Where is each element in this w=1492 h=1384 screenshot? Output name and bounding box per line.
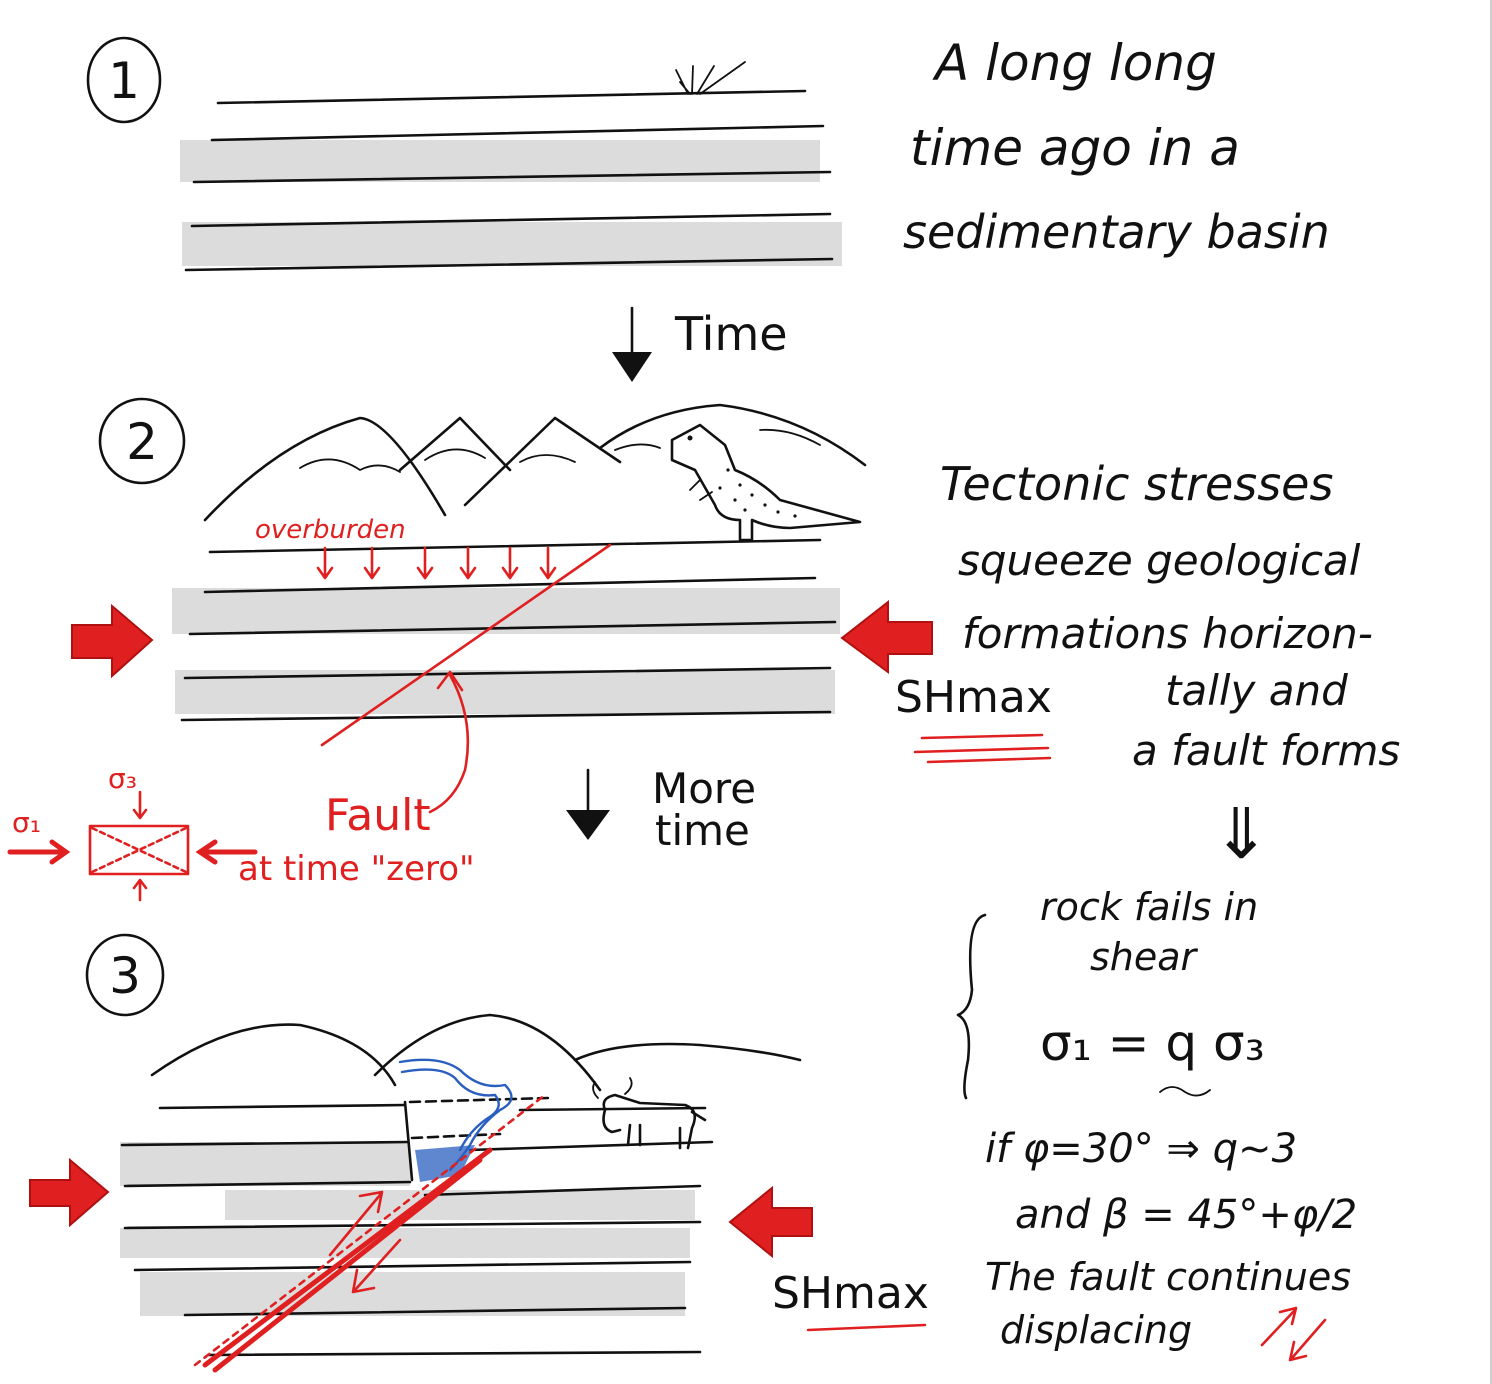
red-compression-arrow-icon [840, 599, 933, 674]
layer-boundary [158, 1103, 407, 1110]
more-time-arrow: More time [566, 764, 756, 855]
layer-boundary [423, 1184, 702, 1197]
time-label: Time [674, 307, 788, 361]
fault-label: Fault [325, 790, 431, 841]
t-rex-icon [670, 423, 862, 542]
rock-band [172, 588, 840, 634]
stress-element-box [88, 824, 190, 876]
continues-line-1: The fault continues [985, 1255, 1351, 1299]
svg-text:SHmax: SHmax [772, 1268, 929, 1319]
panel-1-number-circle: 1 [86, 36, 162, 124]
layer-boundary [123, 1180, 412, 1188]
layer-boundary [206, 1350, 702, 1357]
layer-boundary [190, 212, 832, 228]
overburden-label: overburden [255, 515, 406, 545]
rock-band [120, 1228, 690, 1258]
layer-boundary [133, 1260, 692, 1272]
time-arrow: Time [612, 306, 788, 382]
surface-line [216, 89, 807, 105]
shear-note: rock fails in shear σ₁ = q σ₃ if φ=30° ⇒… [956, 885, 1357, 1362]
layer-boundary [180, 710, 832, 722]
shear-line-1: rock fails in [1040, 885, 1258, 929]
sediment-layers-1 [180, 89, 842, 272]
tectonic-line-4: tally and [1165, 666, 1348, 715]
implies-arrow-icon: ⇓ [1212, 793, 1271, 875]
bull-icon [592, 1077, 707, 1150]
tectonic-line-1: Tectonic stresses [940, 457, 1333, 511]
tectonic-note: Tectonic stresses squeeze geological for… [940, 457, 1400, 875]
panel-1: 1 [86, 36, 842, 272]
surface-line [518, 1106, 707, 1112]
shear-line-2: shear [1090, 935, 1199, 979]
layer-boundary [203, 576, 817, 594]
panel-2-number-circle: 2 [98, 397, 186, 485]
stress-element-diagram: σ₃ σ₁ [7, 762, 258, 902]
arrow-down-icon [566, 810, 610, 840]
mountains [203, 403, 867, 522]
phi-line: if φ=30° ⇒ q~3 [985, 1126, 1297, 1172]
rock-band [182, 222, 842, 266]
tectonic-line-2: squeeze geological [958, 536, 1361, 585]
red-compression-arrow-icon [71, 603, 154, 679]
sigma3-label: σ₃ [108, 762, 137, 795]
at-time-zero-label: at time "zero" [238, 849, 475, 889]
svg-text:SHmax: SHmax [895, 672, 1052, 723]
brace [956, 913, 987, 1100]
continues-line-2: displacing [1000, 1308, 1192, 1352]
grass-tuft-icon [675, 61, 746, 95]
panel-2-number: 2 [126, 413, 158, 471]
arrow-down-icon [612, 352, 652, 382]
eroded-layer-dashed [408, 1096, 550, 1104]
intro-line-2: time ago in a [910, 119, 1240, 177]
layer-boundary [188, 620, 837, 636]
overburden-annotation: overburden [255, 515, 557, 580]
shmax-label-p2: SHmax [895, 672, 1052, 764]
layer-boundary [192, 170, 832, 184]
panel-3: 3 [29, 933, 929, 1373]
layer-boundary [468, 1140, 714, 1152]
shear-equation: σ₁ = q σ₃ [1040, 1014, 1265, 1072]
intro-line-3: sedimentary basin [903, 205, 1330, 259]
layer-boundary [210, 124, 825, 142]
fault-line [320, 543, 612, 747]
rock-band [120, 1142, 410, 1186]
intro-note: A long long time ago in a sedimentary ba… [903, 34, 1330, 259]
sigma1-label: σ₁ [12, 806, 41, 839]
fault-zone-p3 [193, 1093, 547, 1373]
sediment-layers-2 [172, 538, 840, 722]
layer-boundary [183, 1306, 687, 1317]
more-time-line-1: More [652, 764, 756, 813]
layer-boundary [184, 257, 834, 272]
red-compression-arrow-icon [728, 1185, 813, 1259]
panel-3-number: 3 [109, 947, 141, 1005]
rock-band [180, 140, 820, 182]
layer-boundary [120, 1140, 410, 1147]
shmax-label-p3: SHmax [772, 1268, 929, 1332]
tectonic-line-5: a fault forms [1132, 726, 1400, 775]
tectonic-line-3: formations horizon- [962, 609, 1373, 658]
surface-line [208, 538, 822, 554]
layer-boundary [183, 666, 832, 680]
fault-annotation: Fault at time "zero" [238, 670, 475, 889]
red-compression-arrow-icon [29, 1157, 110, 1228]
layer-boundary [123, 1220, 702, 1230]
panel-2: 2 [71, 397, 1052, 764]
fault-scarp [403, 1100, 414, 1182]
displacement-arrows-icon [1260, 1306, 1327, 1362]
eroded-layer-dashed [410, 1132, 502, 1140]
sediment-layers-3 [120, 1096, 714, 1357]
more-time-line-2: time [655, 806, 750, 855]
page-edge [1490, 0, 1492, 1384]
hills [150, 1013, 802, 1092]
panel-1-number: 1 [108, 52, 140, 110]
beta-line: and β = 45°+φ/2 [1015, 1192, 1357, 1238]
panel-3-number-circle: 3 [85, 933, 165, 1017]
intro-line-1: A long long [932, 34, 1217, 92]
